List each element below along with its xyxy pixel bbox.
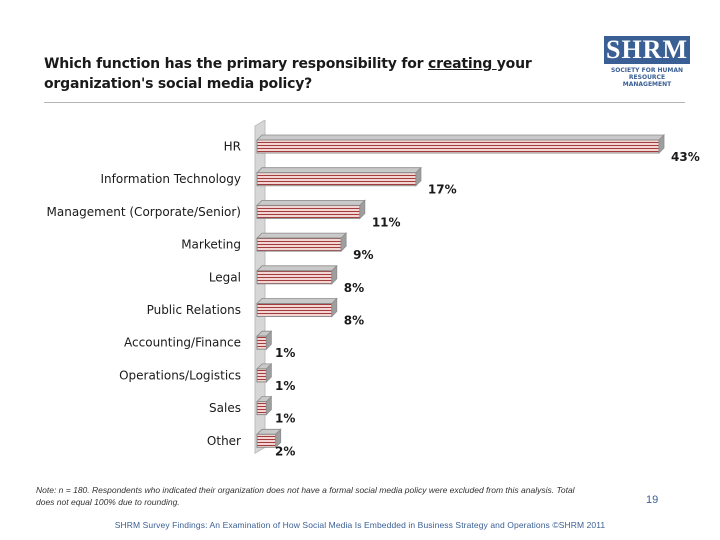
category-label: Marketing xyxy=(181,238,241,252)
bar-end-face xyxy=(340,232,347,253)
category-label: Other xyxy=(207,434,241,448)
bar-chart: HR 43% Information Technology 17% Management… xyxy=(47,120,700,458)
bar xyxy=(256,335,267,350)
category-label: Management (Corporate/Senior) xyxy=(47,205,241,219)
logo-mark: SHRM xyxy=(604,35,690,64)
category-label: Information Technology xyxy=(101,172,242,186)
bar-end-face xyxy=(265,330,272,351)
bar-end-face xyxy=(275,428,282,449)
category-label: Public Relations xyxy=(147,303,241,317)
bar xyxy=(256,368,267,383)
bar xyxy=(256,237,342,252)
bar-top-face xyxy=(256,167,422,174)
bar-top-face xyxy=(256,134,665,141)
bar xyxy=(256,204,361,219)
chart-title: Which function has the primary responsib… xyxy=(44,54,584,94)
title-text-end: your organization's social media policy? xyxy=(44,56,532,92)
bar xyxy=(256,303,333,317)
bar-end-face xyxy=(331,297,338,318)
bar-end-face xyxy=(415,166,422,187)
bar-end-face xyxy=(658,134,665,154)
bar-top-face xyxy=(256,298,338,304)
page-number: 19 xyxy=(646,494,659,506)
category-label: Sales xyxy=(209,401,241,415)
title-text-underlined: creating xyxy=(428,56,497,72)
bar xyxy=(256,139,660,154)
category-label: Accounting/Finance xyxy=(124,336,241,350)
data-label: 9% xyxy=(353,248,373,262)
bar-top-face xyxy=(256,200,366,206)
bar-top-face xyxy=(256,265,338,272)
footnote: Note: n = 180. Respondents who indicated… xyxy=(36,485,575,507)
category-label: Legal xyxy=(209,270,241,284)
data-label: 1% xyxy=(275,379,295,393)
data-label: 8% xyxy=(344,314,364,328)
data-label: 1% xyxy=(275,346,295,360)
logo-tagline: SOCIETY FOR HUMAN RESOURCE MANAGEMENT xyxy=(610,67,684,88)
footer-text: SHRM Survey Findings: An Examination of … xyxy=(114,520,606,530)
bar-end-face xyxy=(331,264,338,285)
data-label: 43% xyxy=(671,150,700,164)
bar xyxy=(256,172,417,187)
bar-end-face xyxy=(265,395,272,416)
header-divider xyxy=(44,102,685,103)
category-label: Operations/Logistics xyxy=(119,368,241,382)
data-label: 11% xyxy=(372,215,401,229)
data-label: 8% xyxy=(344,281,364,295)
bar-top-face xyxy=(256,232,348,239)
bar xyxy=(256,433,277,448)
shrm-logo: SHRM SOCIETY FOR HUMAN RESOURCE MANAGEME… xyxy=(604,36,690,88)
bar-end-face xyxy=(265,362,272,383)
bar-end-face xyxy=(359,199,366,220)
data-label: 1% xyxy=(275,412,295,426)
category-label: HR xyxy=(224,140,241,154)
bar xyxy=(256,270,333,285)
data-label: 17% xyxy=(428,183,457,197)
bar xyxy=(256,401,267,416)
data-label: 2% xyxy=(275,444,295,458)
title-text-start: Which function has the primary responsib… xyxy=(44,56,429,72)
